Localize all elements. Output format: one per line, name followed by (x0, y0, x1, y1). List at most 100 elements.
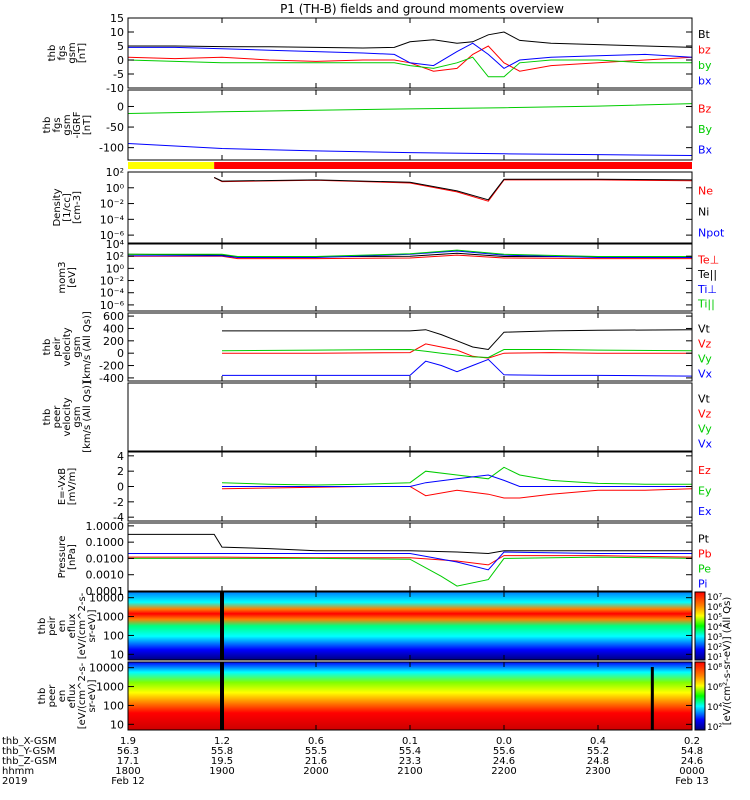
y-tick-label: 10 (110, 648, 124, 661)
colorbar-label: [eV/(cm²-s-sr-eV)] (All Qs) (722, 597, 733, 726)
y-axis-label: mom3 (57, 262, 68, 294)
y-axis-label: peer (52, 405, 63, 429)
ephemeris-value: 24.8 (587, 756, 609, 767)
y-tick-label: 10 (110, 718, 124, 731)
colorbar (694, 661, 706, 731)
series-line-bz (127, 45, 693, 72)
legend-entry-by: by (698, 59, 712, 72)
y-tick-label: 100 (103, 699, 124, 712)
y-tick-label: 1000 (96, 611, 124, 624)
colorbars: 10⁷10⁶10⁵10⁴10³10²10¹10⁸10⁶10⁴10²[eV/(cm… (694, 591, 733, 733)
colorbar-tick-label: 10² (707, 643, 722, 653)
y-axis-label: en (57, 690, 68, 703)
spectrogram-image (128, 662, 692, 730)
legend-entry-Bx: Bx (698, 144, 713, 157)
ephemeris-value: 55.2 (587, 746, 609, 757)
series-line-Ni (213, 177, 693, 201)
colorbar-tick-label: 10⁴ (707, 623, 722, 633)
y-tick-label: 10⁻⁶ (100, 299, 125, 312)
series-line-Bt (128, 31, 693, 49)
y-axis-label: sr-eV)] (87, 609, 98, 642)
y-tick-label: 100 (103, 629, 124, 642)
y-axis-label: fgs (57, 45, 68, 60)
ephemeris-value: 55.6 (493, 746, 515, 757)
series-line-Ne (213, 177, 693, 202)
legend-entry-Ni: Ni (698, 206, 709, 219)
y-axis-label: peer (47, 684, 58, 708)
y-axis-label: [eV/(cm^2-s- (77, 662, 88, 729)
y-tick-label: 0 (117, 481, 124, 494)
legend-entry-Pi: Pi (698, 578, 707, 591)
y-axis-label: [cm-3] (72, 191, 83, 224)
legend-entry-Pt: Pt (698, 533, 710, 546)
series-line-Ez (221, 486, 693, 499)
colorbar-tick-label: 10⁷ (707, 593, 722, 603)
legend-entry-Npot: Npot (698, 227, 725, 240)
y-tick-label: 0.0100 (86, 552, 125, 565)
legend-entry-Pe: Pe (698, 563, 711, 576)
y-tick-label: -200 (99, 360, 124, 373)
ephemeris-value: 24.6 (681, 756, 703, 767)
figure-title: P1 (TH-B) fields and ground moments over… (280, 2, 564, 16)
panel-8: 1.0000 0.1000 0.0100 0.0010 0.0001 Pressure [n… (57, 520, 693, 598)
series-line-by (127, 56, 692, 78)
series-line-Vx (222, 358, 693, 377)
legend-entry-Vy: Vy (698, 423, 712, 436)
y-axis-label: [eV/(cm^2-s- (77, 592, 88, 659)
y-tick-label: 10² (106, 166, 124, 179)
ephemeris-value: 2000 (303, 766, 328, 777)
ephemeris-value: 21.6 (305, 756, 327, 767)
y-axis-label: thb (47, 45, 58, 62)
y-tick-label: -5 (113, 68, 124, 81)
time-axis: thb_X-GSM 1.9 1.2 0.6 0.1 0.0 0.4 0.2 thb_Y-GSM 5… (2, 736, 709, 787)
start-date: Feb 12 (111, 776, 145, 787)
y-tick-label: 10⁰ (106, 262, 125, 275)
y-axis-label: Density (52, 188, 63, 226)
panel-frame (127, 382, 693, 452)
series-line-Ti|| (128, 249, 692, 257)
ephemeris-value: 23.3 (399, 756, 421, 767)
ephemeris-row-name: thb_Z-GSM (2, 756, 57, 767)
y-tick-label: 1.0000 (86, 520, 125, 533)
y-tick-label: -2 (113, 496, 124, 509)
series-line-bx (128, 42, 693, 70)
y-tick-label: 10⁻² (100, 198, 124, 211)
y-tick-label: 4 (117, 450, 124, 463)
colorbar-tick-label: 10⁵ (707, 613, 722, 623)
spectrogram-image (128, 592, 692, 660)
series-line-Pb (128, 555, 693, 566)
y-axis-label: thb (37, 618, 48, 635)
y-tick-label: 0.1000 (86, 536, 125, 549)
y-tick-label: 10⁻⁶ (100, 229, 125, 242)
series-line-Vz (222, 343, 692, 359)
y-axis-label: peir (47, 615, 58, 635)
y-tick-label: 1000 (96, 681, 124, 694)
y-axis-label: gsm (67, 42, 78, 63)
y-tick-label: -100 (99, 142, 124, 155)
y-axis-label: [1/cc] (62, 193, 73, 222)
panel-frame (127, 17, 693, 89)
legend-entry-Ey: Ey (698, 485, 712, 498)
mode-bar-segment (128, 162, 215, 169)
series-line-Pe (128, 556, 693, 587)
ephemeris-value: 1.9 (120, 736, 136, 747)
ephemeris-value: 2300 (585, 766, 610, 777)
y-axis-label: Pressure (57, 536, 68, 579)
legend-entry-Bt: Bt (698, 28, 711, 41)
ephemeris-value: 0.4 (590, 736, 606, 747)
legend-entry-Ex: Ex (698, 505, 712, 518)
colorbar-tick-label: 10⁴ (707, 703, 722, 713)
panel-frame (127, 89, 693, 161)
ephemeris-value: 19.5 (211, 756, 233, 767)
y-axis-label: gsm (72, 406, 83, 427)
data-gap-stripe (650, 667, 654, 730)
colorbar-tick-label: 10⁸ (707, 663, 722, 673)
legends: Bt bz by bx Bz By Bx Ne Ni Npot Te⊥ Te|| Ti⊥ Ti|| Vt Vz… (697, 28, 725, 591)
series-line-Ey (221, 466, 692, 486)
colorbar-tick-label: 10⁶ (707, 683, 722, 693)
legend-entry-bx: bx (698, 74, 712, 87)
legend-entry-Te⊥: Te⊥ (697, 253, 719, 266)
